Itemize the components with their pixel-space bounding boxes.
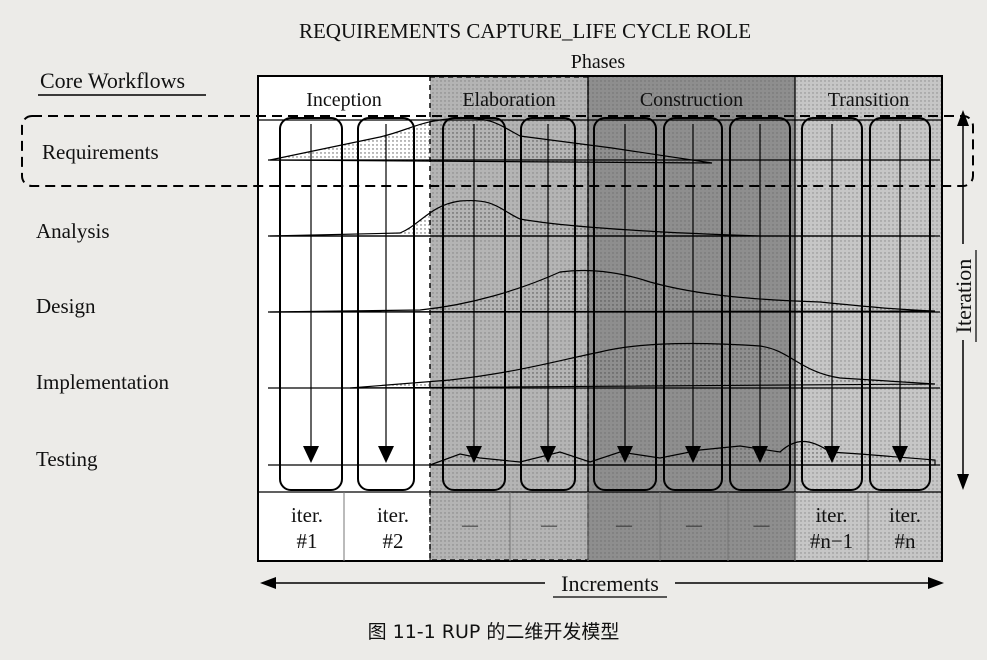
iteration-label-5: — [615,517,633,534]
iteration-column-8 [801,117,863,491]
diagram-title: REQUIREMENTS CAPTURE_LIFE CYCLE ROLE [299,19,751,43]
iteration-arrow-head [617,446,633,463]
iteration-label: Iteration [951,259,976,334]
iteration-arrow-head [540,446,556,463]
iteration-column-1 [279,117,343,491]
iteration-column-7 [729,117,791,491]
figure-caption: 图 11-1 RUP 的二维开发模型 [367,621,620,643]
iteration-label-4: — [540,517,558,534]
diagram-frame [257,75,943,562]
iteration-label-9-line-2: #n [895,529,917,553]
iteration-arrow-head [685,446,701,463]
iteration-label-8-line-2: #n−1 [810,529,853,553]
design-curve [269,269,936,313]
phase-labels: Inception Elaboration Construction Transiti… [306,89,909,111]
iteration-label-7: — [753,517,771,534]
iteration-label-9-line-1: iter. [889,503,921,527]
iteration-label-6: — [685,517,703,534]
iteration-label-2-line-2: #2 [383,529,404,553]
iteration-columns [279,117,931,491]
iteration-arrow-head [824,446,840,463]
workflow-label-implementation: Implementation [36,370,169,394]
increments-axis: Increments [260,571,944,598]
iteration-label-2-line-1: iter. [377,503,409,527]
phase-label-inception: Inception [306,89,382,111]
iteration-column-2 [357,117,415,491]
iteration-column-3 [442,117,506,491]
workflow-label-analysis: Analysis [36,219,110,243]
iteration-label-1-line-2: #1 [297,529,318,553]
iteration-column-4 [520,117,576,491]
iteration-arrow-head [892,446,908,463]
activity-curves [269,117,936,466]
phases-label: Phases [571,51,626,73]
iteration-arrow-head [752,446,768,463]
phase-label-transition: Transition [828,89,910,111]
workflow-label-testing: Testing [36,447,98,471]
increments-label: Increments [561,571,659,596]
iteration-axis: Iteration [950,110,977,490]
iteration-column-9 [869,117,931,491]
iteration-column-6 [663,117,723,491]
phase-dots-transition [795,76,942,561]
analysis-curve [269,199,935,237]
requirements-highlight-box [21,115,974,187]
core-workflows-label: Core Workflows [40,68,185,93]
phase-label-construction: Construction [640,89,743,111]
workflow-label-design: Design [36,294,96,318]
phase-label-elaboration: Elaboration [462,89,555,111]
iteration-label-8-line-1: iter. [815,503,847,527]
iteration-column-5 [593,117,657,491]
implementation-curve [349,342,936,389]
iteration-arrow-head [378,446,394,463]
iteration-label-3: — [461,517,479,534]
iteration-arrow-head [303,446,319,463]
iteration-label-1-line-1: iter. [291,503,323,527]
iteration-arrow-head [466,446,482,463]
workflow-label-requirements: Requirements [42,140,159,164]
